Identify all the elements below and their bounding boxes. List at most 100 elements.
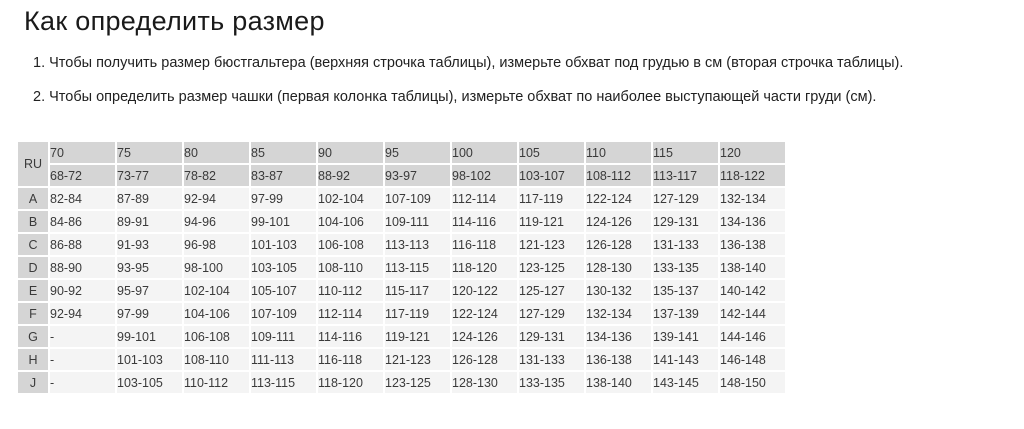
underbust-range-cell: 103-107 [519, 165, 584, 186]
band-size-cell: 85 [251, 142, 316, 163]
size-value-cell: 128-130 [586, 257, 651, 278]
size-value-cell: 103-105 [117, 372, 182, 393]
size-value-cell: 118-120 [452, 257, 517, 278]
size-value-cell: 120-122 [452, 280, 517, 301]
size-value-cell: 124-126 [586, 211, 651, 232]
size-value-cell: 131-133 [653, 234, 718, 255]
band-size-cell: 75 [117, 142, 182, 163]
size-value-cell: 126-128 [452, 349, 517, 370]
size-value-cell: 87-89 [117, 188, 182, 209]
size-value-cell: 82-84 [50, 188, 115, 209]
size-value-cell: - [50, 349, 115, 370]
size-value-cell: 138-140 [586, 372, 651, 393]
corner-cell-ru: RU [18, 142, 48, 186]
size-value-cell: 93-95 [117, 257, 182, 278]
size-value-cell: 132-134 [586, 303, 651, 324]
underbust-range-cell: 118-122 [720, 165, 785, 186]
cup-label-cell: F [18, 303, 48, 324]
cup-row-F: F 92-94 97-99 104-106 107-109 112-114 117-119 1… [18, 303, 785, 324]
size-value-cell: 129-131 [653, 211, 718, 232]
size-value-cell: 114-116 [452, 211, 517, 232]
size-value-cell: 102-104 [318, 188, 383, 209]
instructions-list: 1. Чтобы получить размер бюстгальтера (в… [33, 56, 903, 124]
size-value-cell: 141-143 [653, 349, 718, 370]
size-chart-body: A 82-84 87-89 92-94 97-99 102-104 107-109 112-1… [18, 188, 785, 393]
size-value-cell: 133-135 [653, 257, 718, 278]
size-value-cell: 108-110 [184, 349, 249, 370]
underbust-range-cell: 113-117 [653, 165, 718, 186]
size-value-cell: 116-118 [318, 349, 383, 370]
size-value-cell: 104-106 [318, 211, 383, 232]
size-value-cell: 146-148 [720, 349, 785, 370]
cup-row-H: H -101-103 108-110 111-113 116-118 121-123 126… [18, 349, 785, 370]
size-value-cell: 140-142 [720, 280, 785, 301]
size-value-cell: - [50, 372, 115, 393]
size-value-cell: 113-113 [385, 234, 450, 255]
underbust-range-cell: 73-77 [117, 165, 182, 186]
size-value-cell: 142-144 [720, 303, 785, 324]
cup-label-cell: D [18, 257, 48, 278]
size-value-cell: 96-98 [184, 234, 249, 255]
size-value-cell: 108-110 [318, 257, 383, 278]
size-value-cell: 88-90 [50, 257, 115, 278]
underbust-range-cell: 108-112 [586, 165, 651, 186]
size-value-cell: 97-99 [251, 188, 316, 209]
cup-row-E: E 90-92 95-97 102-104 105-107 110-112 115-117 1… [18, 280, 785, 301]
underbust-range-cell: 98-102 [452, 165, 517, 186]
size-value-cell: 92-94 [184, 188, 249, 209]
size-value-cell: 117-119 [519, 188, 584, 209]
page-title: Как определить размер [24, 6, 325, 36]
size-value-cell: 119-121 [519, 211, 584, 232]
size-value-cell: 115-117 [385, 280, 450, 301]
band-size-cell: 90 [318, 142, 383, 163]
size-value-cell: 113-115 [385, 257, 450, 278]
band-size-cell: 120 [720, 142, 785, 163]
cup-label-cell: E [18, 280, 48, 301]
size-value-cell: 143-145 [653, 372, 718, 393]
size-value-cell: 131-133 [519, 349, 584, 370]
size-value-cell: 112-114 [452, 188, 517, 209]
cup-row-J: J -103-105 110-112 113-115 118-120 123-125 128… [18, 372, 785, 393]
size-value-cell: 92-94 [50, 303, 115, 324]
size-value-cell: 103-105 [251, 257, 316, 278]
cup-row-G: G -99-101 106-108 109-111 114-116 119-121 124-… [18, 326, 785, 347]
size-value-cell: 136-138 [586, 349, 651, 370]
underbust-range-cell: 93-97 [385, 165, 450, 186]
cup-row-B: B 84-86 89-91 94-96 99-101 104-106 109-111 114-… [18, 211, 785, 232]
size-value-cell: 104-106 [184, 303, 249, 324]
cup-row-C: C 86-88 91-93 96-98 101-103 106-108 113-113 116… [18, 234, 785, 255]
size-value-cell: 99-101 [117, 326, 182, 347]
size-value-cell: 134-136 [586, 326, 651, 347]
cup-label-cell: C [18, 234, 48, 255]
cup-row-D: D 88-90 93-95 98-100 103-105 108-110 113-115 11… [18, 257, 785, 278]
cup-label-cell: A [18, 188, 48, 209]
size-value-cell: 101-103 [117, 349, 182, 370]
size-value-cell: 112-114 [318, 303, 383, 324]
size-value-cell: 135-137 [653, 280, 718, 301]
size-value-cell: 122-124 [586, 188, 651, 209]
size-value-cell: 117-119 [385, 303, 450, 324]
size-value-cell: 118-120 [318, 372, 383, 393]
size-value-cell: 113-115 [251, 372, 316, 393]
size-value-cell: 94-96 [184, 211, 249, 232]
size-value-cell: 91-93 [117, 234, 182, 255]
size-value-cell: 106-108 [318, 234, 383, 255]
size-value-cell: 84-86 [50, 211, 115, 232]
size-value-cell: 101-103 [251, 234, 316, 255]
size-value-cell: 102-104 [184, 280, 249, 301]
size-value-cell: 110-112 [184, 372, 249, 393]
size-value-cell: 107-109 [385, 188, 450, 209]
size-value-cell: 107-109 [251, 303, 316, 324]
size-value-cell: 109-111 [251, 326, 316, 347]
size-value-cell: 130-132 [586, 280, 651, 301]
size-value-cell: 123-125 [519, 257, 584, 278]
size-value-cell: 134-136 [720, 211, 785, 232]
size-value-cell: 89-91 [117, 211, 182, 232]
size-value-cell: 137-139 [653, 303, 718, 324]
band-size-row: RU 70 75 80 85 90 95 100 105 110 115 120 [18, 142, 785, 186]
size-chart-head: RU 70 75 80 85 90 95 100 105 110 115 120 68-72 73-77 7… [18, 142, 785, 186]
size-value-cell: 121-123 [519, 234, 584, 255]
size-value-cell: 129-131 [519, 326, 584, 347]
size-value-cell: 97-99 [117, 303, 182, 324]
